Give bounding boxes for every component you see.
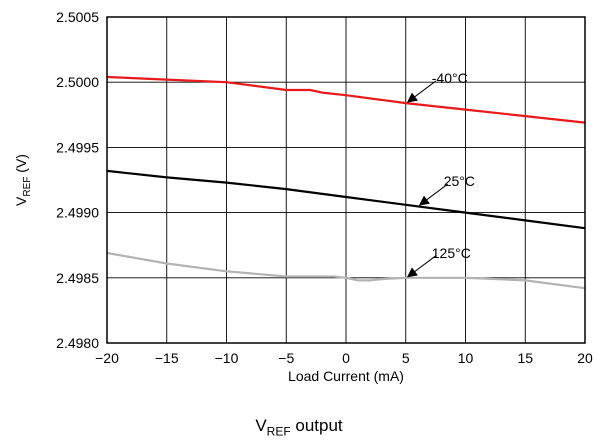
x-tick-label: 20: [577, 350, 593, 366]
x-tick-label: 0: [342, 350, 350, 366]
caption-main: V: [255, 416, 267, 435]
series-label: 125°C: [432, 245, 471, 261]
x-tick-label: −10: [215, 350, 239, 366]
annotation-arrow: [418, 183, 449, 206]
figure-caption: VREF output: [0, 416, 598, 438]
y-axis-title-main: V: [13, 196, 29, 206]
x-tick-label: 15: [517, 350, 533, 366]
y-tick-label: 2.4990: [56, 205, 99, 221]
y-tick-label: 2.4980: [56, 335, 99, 351]
caption-sub: REF: [266, 424, 291, 439]
y-tick-label: 2.5000: [56, 74, 99, 90]
series-label: -40°C: [432, 70, 468, 86]
x-tick-label: 5: [402, 350, 410, 366]
caption-suffix: output: [290, 416, 343, 435]
plot-frame: [106, 16, 586, 344]
y-axis-title: VREF (V): [13, 154, 33, 206]
annotation-arrow: [406, 255, 437, 278]
grid: [107, 17, 585, 343]
series-layer: [106, 75, 586, 290]
x-tick-label: −5: [278, 350, 294, 366]
series-line: [106, 169, 586, 230]
series-label: 25°C: [444, 173, 475, 189]
x-axis-title: Load Current (mA): [288, 368, 404, 384]
y-axis-title-sub: REF: [22, 177, 33, 197]
series-line: [106, 75, 586, 124]
y-tick-label: 2.4995: [56, 139, 99, 155]
tick-labels: −20 −15 −10 −5 0 5 10 15 20 2.4980 2.4985 2.4990 2.4…: [56, 9, 593, 366]
y-tick-label: 2.5005: [56, 9, 99, 25]
y-axis-title-suffix: (V): [13, 154, 29, 177]
x-tick-label: −20: [95, 350, 119, 366]
annotation-arrow: [406, 80, 437, 103]
y-tick-label: 2.4985: [56, 270, 99, 286]
series-line: [106, 251, 586, 290]
x-tick-label: 10: [458, 350, 474, 366]
x-tick-label: −15: [155, 350, 179, 366]
annotations: -40°C 25°C 125°C: [406, 70, 475, 278]
